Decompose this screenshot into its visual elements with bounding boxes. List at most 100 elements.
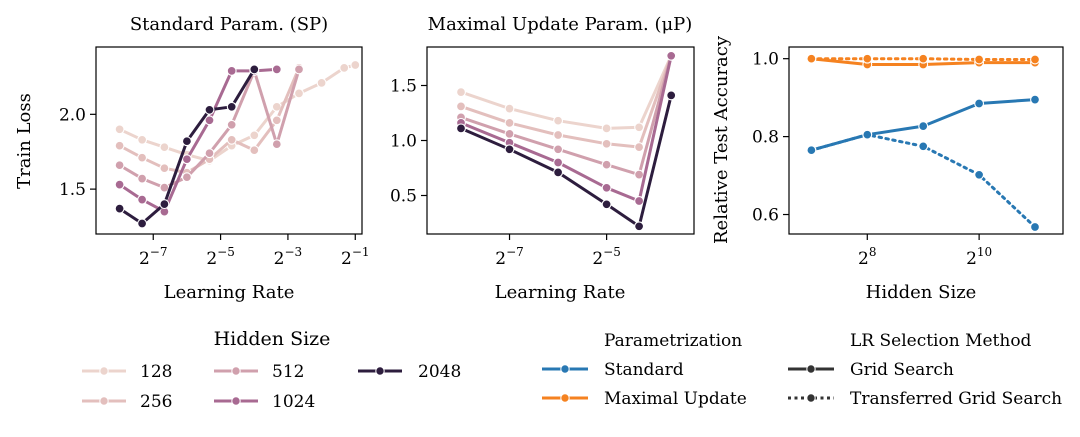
data-point — [226, 119, 237, 130]
data-point — [806, 53, 817, 64]
data-point — [504, 103, 515, 114]
data-point — [271, 115, 282, 126]
data-point — [1030, 222, 1040, 232]
legend-label: 512 — [272, 362, 304, 382]
data-point — [249, 64, 260, 75]
panel-standard-param: Standard Param. (SP) Train Loss Learning… — [14, 14, 370, 303]
legend-entry-1024: 1024 — [214, 392, 315, 412]
legend-lr-method: LR Selection Method Grid Search Transfer… — [788, 331, 1062, 409]
y-tick-label: 0.5 — [390, 187, 417, 207]
data-point — [918, 141, 929, 152]
data-point — [271, 64, 282, 75]
data-point — [504, 117, 515, 128]
legend-entry-grid-search: Grid Search — [788, 360, 954, 380]
x-tick-label: 2−7 — [495, 245, 524, 269]
data-point — [456, 123, 466, 134]
data-point — [601, 138, 612, 149]
legend-parametrization: Parametrization Standard Maximal Update — [542, 331, 747, 409]
data-point — [159, 142, 170, 153]
data-point — [271, 139, 282, 150]
data-point — [601, 123, 612, 134]
legend-hidden-size: Hidden Size 128 256 512 1024 2048 — [82, 328, 461, 412]
y-tick-label: 1.5 — [59, 180, 86, 200]
data-point — [226, 134, 237, 145]
data-point — [316, 77, 327, 88]
data-point — [601, 159, 612, 170]
data-point — [226, 101, 237, 112]
series-line-512 — [118, 67, 301, 190]
x-tick-label: 2−5 — [592, 245, 621, 269]
plot-frame — [426, 46, 695, 235]
data-point — [456, 87, 466, 98]
data-point — [553, 130, 564, 140]
data-point — [181, 172, 192, 183]
y-tick-label: 0.6 — [752, 206, 779, 226]
data-point — [226, 65, 237, 76]
x-axis-label: Hidden Size — [866, 282, 977, 303]
data-point — [553, 157, 564, 168]
data-point — [204, 104, 215, 115]
legend-entry-512: 512 — [214, 362, 304, 382]
data-point — [159, 199, 170, 210]
x-tick-label: 2−5 — [206, 245, 235, 269]
legend-label: 2048 — [418, 362, 461, 382]
data-point — [249, 130, 260, 141]
data-point — [350, 60, 361, 70]
legend-label: 256 — [140, 392, 172, 412]
panel-relative-accuracy: Relative Test Accuracy Hidden Size 0.6 0.… — [711, 35, 1064, 303]
data-point — [339, 62, 350, 73]
y-tick-label: 1.0 — [752, 50, 779, 70]
data-point — [114, 124, 125, 135]
data-point — [974, 98, 985, 109]
legend-title: LR Selection Method — [850, 331, 1032, 351]
data-point — [1030, 94, 1040, 105]
legend-title: Parametrization — [604, 331, 742, 351]
y-tick-label: 0.8 — [752, 128, 779, 148]
panel-title: Maximal Update Param. (μP) — [428, 14, 693, 35]
data-point — [918, 53, 929, 64]
legend-label: 1024 — [272, 392, 315, 412]
data-point — [114, 179, 125, 190]
data-point — [1030, 54, 1040, 65]
data-point — [114, 160, 125, 171]
data-point — [918, 121, 929, 132]
x-tick-label: 2−3 — [274, 245, 303, 269]
data-point — [974, 54, 985, 65]
data-point — [634, 142, 645, 153]
data-point — [553, 144, 564, 155]
data-point — [204, 148, 215, 159]
legend-entry-128: 128 — [82, 362, 172, 382]
data-point — [806, 145, 817, 156]
data-point — [137, 218, 148, 229]
data-point — [634, 169, 645, 180]
data-point — [137, 152, 148, 163]
series-line-256 — [459, 54, 673, 149]
series-line-128 — [459, 54, 673, 130]
data-point — [504, 128, 515, 139]
y-axis-label: Train Loss — [14, 93, 35, 189]
y-tick-label: 1.0 — [390, 132, 417, 152]
data-point — [553, 115, 564, 126]
data-point — [159, 182, 170, 193]
data-point — [862, 53, 873, 64]
data-point — [159, 163, 170, 174]
data-point — [504, 144, 515, 155]
y-axis-label: Relative Test Accuracy — [711, 35, 732, 244]
data-point — [114, 203, 125, 214]
data-point — [456, 101, 466, 112]
x-axis-label: Learning Rate — [164, 282, 295, 303]
legend-entry-maximal-update: Maximal Update — [542, 389, 747, 409]
x-tick-label: 2−1 — [341, 245, 370, 269]
data-point — [634, 221, 645, 232]
data-point — [666, 50, 677, 61]
data-point — [634, 122, 645, 133]
y-tick-label: 1.5 — [390, 77, 417, 97]
legend-label: Standard — [604, 360, 684, 380]
legend-entry-transferred-grid-search: Transferred Grid Search — [788, 389, 1062, 409]
x-tick-label: 210 — [966, 245, 992, 269]
legend-entry-standard: Standard — [542, 360, 684, 380]
data-point — [974, 169, 985, 180]
x-tick-label: 28 — [858, 245, 876, 269]
data-point — [634, 196, 645, 206]
